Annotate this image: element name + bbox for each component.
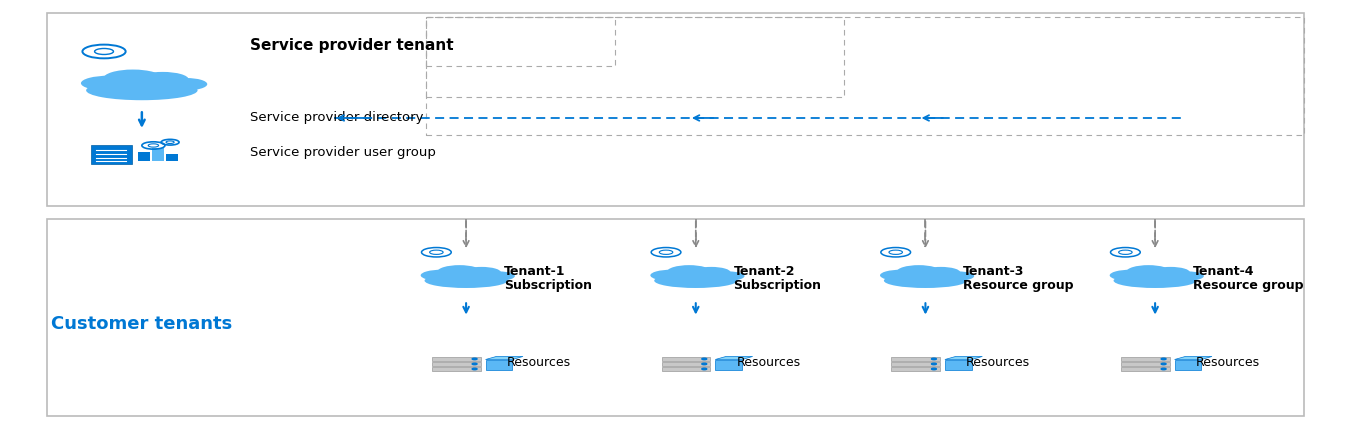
Ellipse shape <box>86 80 197 100</box>
FancyBboxPatch shape <box>47 219 1304 416</box>
Circle shape <box>703 363 707 365</box>
Polygon shape <box>485 356 523 360</box>
Ellipse shape <box>1173 272 1204 281</box>
FancyBboxPatch shape <box>715 360 742 369</box>
FancyBboxPatch shape <box>1121 362 1170 366</box>
Ellipse shape <box>424 273 508 288</box>
Bar <box>138 152 150 160</box>
Circle shape <box>1162 368 1166 370</box>
FancyBboxPatch shape <box>944 360 971 369</box>
FancyBboxPatch shape <box>892 367 940 371</box>
Ellipse shape <box>81 76 138 91</box>
Circle shape <box>1162 363 1166 365</box>
Circle shape <box>473 368 477 370</box>
FancyBboxPatch shape <box>485 360 512 369</box>
Circle shape <box>703 358 707 360</box>
Text: Subscription: Subscription <box>734 279 821 292</box>
Text: Resources: Resources <box>507 356 570 369</box>
Ellipse shape <box>921 267 961 278</box>
Bar <box>153 148 163 160</box>
FancyBboxPatch shape <box>47 13 1304 206</box>
FancyBboxPatch shape <box>432 367 481 371</box>
Polygon shape <box>944 356 982 360</box>
FancyBboxPatch shape <box>91 145 131 164</box>
FancyBboxPatch shape <box>892 357 940 361</box>
FancyBboxPatch shape <box>432 362 481 366</box>
Ellipse shape <box>654 273 738 288</box>
Ellipse shape <box>103 69 162 88</box>
Ellipse shape <box>136 72 189 87</box>
Bar <box>166 154 178 160</box>
Ellipse shape <box>1109 270 1152 281</box>
Text: Resources: Resources <box>736 356 800 369</box>
Text: Customer tenants: Customer tenants <box>51 315 232 333</box>
Ellipse shape <box>884 273 967 288</box>
FancyBboxPatch shape <box>1174 360 1201 369</box>
Ellipse shape <box>484 272 515 281</box>
Ellipse shape <box>713 272 744 281</box>
FancyBboxPatch shape <box>662 367 711 371</box>
FancyBboxPatch shape <box>1121 367 1170 371</box>
Ellipse shape <box>438 265 481 278</box>
Ellipse shape <box>880 270 923 281</box>
Text: Tenant-1: Tenant-1 <box>504 265 566 278</box>
Ellipse shape <box>897 265 940 278</box>
Ellipse shape <box>1113 273 1197 288</box>
Text: Service provider user group: Service provider user group <box>250 146 436 159</box>
FancyBboxPatch shape <box>1121 357 1170 361</box>
Text: Subscription: Subscription <box>504 279 592 292</box>
FancyBboxPatch shape <box>662 362 711 366</box>
Polygon shape <box>1174 356 1212 360</box>
Circle shape <box>473 358 477 360</box>
Ellipse shape <box>1151 267 1190 278</box>
Circle shape <box>932 363 936 365</box>
Ellipse shape <box>667 265 711 278</box>
Ellipse shape <box>650 270 693 281</box>
Ellipse shape <box>692 267 731 278</box>
Ellipse shape <box>166 78 207 90</box>
Ellipse shape <box>943 272 974 281</box>
Ellipse shape <box>1127 265 1170 278</box>
Circle shape <box>473 363 477 365</box>
Text: Resource group: Resource group <box>1193 279 1304 292</box>
Text: Tenant-3: Tenant-3 <box>963 265 1024 278</box>
FancyBboxPatch shape <box>662 357 711 361</box>
Text: Resources: Resources <box>1196 356 1259 369</box>
FancyBboxPatch shape <box>432 357 481 361</box>
Circle shape <box>1162 358 1166 360</box>
Ellipse shape <box>462 267 501 278</box>
Text: Resources: Resources <box>966 356 1029 369</box>
Circle shape <box>703 368 707 370</box>
Text: Service provider directory: Service provider directory <box>250 112 423 124</box>
Circle shape <box>932 368 936 370</box>
Ellipse shape <box>420 270 463 281</box>
Text: Service provider tenant: Service provider tenant <box>250 38 454 52</box>
Text: Tenant-4: Tenant-4 <box>1193 265 1255 278</box>
Polygon shape <box>715 356 753 360</box>
Circle shape <box>932 358 936 360</box>
Text: Tenant-2: Tenant-2 <box>734 265 796 278</box>
Text: Resource group: Resource group <box>963 279 1074 292</box>
FancyBboxPatch shape <box>892 362 940 366</box>
